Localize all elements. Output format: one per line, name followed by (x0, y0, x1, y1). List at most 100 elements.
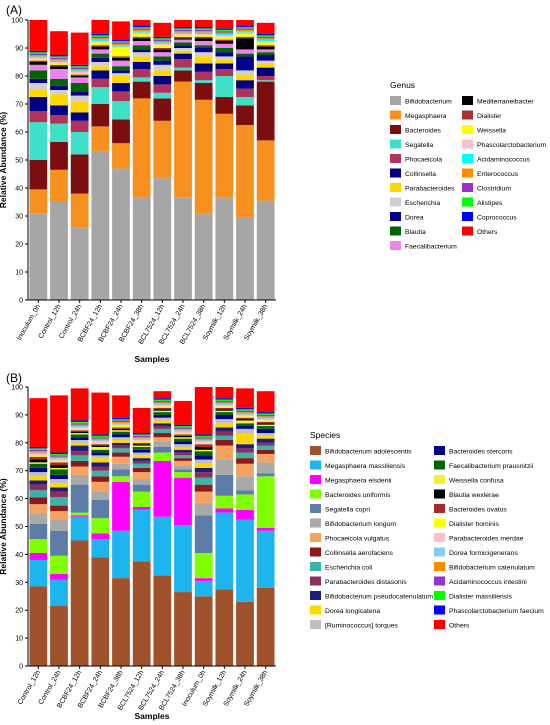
bar-segment-5-4 (132, 69, 151, 78)
bar-segment-9-3 (215, 495, 234, 509)
bar-segment-3-0 (91, 557, 110, 666)
bar-segment-10-20 (236, 413, 254, 415)
bar-segment-10-7 (236, 70, 254, 75)
bar-segment-10-3 (236, 494, 254, 510)
bar-segment-11-17 (256, 36, 275, 39)
legend-swatch-24 (434, 605, 445, 615)
legend-label-5: Collinsella (405, 171, 436, 178)
bar-segment-3-4 (91, 78, 110, 88)
bar-segment-5-4 (132, 484, 151, 492)
chart-a: 0 10 20 30 40 50 60 70 80 90 100 Relative Abundance… (0, 18, 546, 365)
bar-segment-10-10 (236, 49, 254, 54)
bar-segment-9-8 (215, 435, 234, 441)
legend-label-20: Others (477, 229, 498, 236)
bar-segment-9-16 (215, 409, 234, 411)
y-axis-title: Relative Abundance (%) (0, 112, 8, 209)
bar-segment-5-9 (132, 45, 151, 50)
bar-segment-8-1 (194, 99, 213, 214)
legend-swatch-18 (434, 518, 445, 528)
bar-segment-3-14 (91, 449, 110, 453)
bar-segment-10-18 (236, 416, 254, 418)
y-tick-label-10: 100 (11, 385, 23, 392)
bar-segment-0-8 (29, 490, 48, 498)
bar-segment-7-23 (174, 426, 192, 428)
bar-segment-4-18 (112, 41, 130, 43)
bar-segment-9-10 (215, 43, 234, 48)
bar-segment-11-1 (256, 530, 275, 588)
bar-segment-9-3 (215, 76, 234, 97)
bar-segment-4-10 (112, 442, 130, 446)
bar-segment-10-9 (236, 448, 254, 453)
bar-segment-11-16 (256, 423, 275, 425)
bar-segment-7-8 (174, 455, 192, 459)
bar-segment-2-22 (70, 423, 89, 425)
bar-segment-9-22 (215, 400, 234, 403)
bar-segment-8-14 (194, 451, 213, 456)
bar-segment-1-11 (50, 483, 68, 488)
bar-segment-4-14 (112, 46, 130, 48)
bar-segment-4-9 (112, 66, 130, 71)
y-tick-label-4: 40 (15, 552, 23, 559)
bar-segment-2-7 (70, 95, 89, 102)
y-tick-label-1: 10 (15, 636, 23, 643)
bar-segment-7-25 (174, 400, 192, 425)
bar-segment-3-2 (91, 533, 110, 540)
bar-segment-9-9 (215, 48, 234, 53)
bar-segment-11-24 (256, 412, 275, 414)
bar-segment-11-3 (256, 80, 275, 82)
panel-a-label: (A) (6, 3, 22, 17)
bar-segment-3-14 (91, 41, 110, 43)
bar-segment-8-18 (194, 28, 213, 30)
y-tick-label-6: 60 (15, 130, 23, 137)
bar-segment-8-13 (194, 35, 213, 37)
legend-label-8: Dorea (405, 215, 424, 222)
bar-segment-3-8 (91, 57, 110, 62)
bar-segment-9-14 (215, 412, 234, 415)
bar-segment-5-12 (132, 452, 151, 456)
bar-segment-8-25 (194, 387, 213, 435)
bar-segment-6-5 (153, 441, 172, 447)
bar-segment-3-7 (91, 62, 110, 67)
bar-segment-10-5 (236, 476, 254, 491)
bar-segment-6-18 (153, 406, 172, 408)
bar-segment-6-0 (153, 178, 172, 300)
legend-swatch-14 (462, 139, 473, 149)
bar-segment-5-17 (132, 442, 151, 445)
bar-segment-1-17 (50, 462, 68, 466)
bar-segment-0-0 (29, 213, 48, 300)
bar-segment-1-8 (50, 497, 68, 506)
bar-segment-10-22 (236, 410, 254, 413)
bar-segment-9-13 (215, 414, 234, 420)
bar-segment-6-6 (153, 70, 172, 76)
bar-segment-10-21 (236, 412, 254, 414)
bar-segment-0-1 (29, 559, 48, 587)
legend-swatch-5 (390, 168, 401, 178)
bar-segment-7-1 (174, 81, 192, 198)
bar-segment-10-4 (236, 88, 254, 97)
bar-segment-6-22 (153, 400, 172, 403)
bar-segment-10-19 (236, 25, 254, 27)
bar-segment-6-15 (153, 42, 172, 44)
legend-label-7: Escherichia (405, 200, 440, 207)
bar-segment-1-8 (50, 85, 68, 90)
bar-segment-7-14 (174, 34, 192, 36)
legend-swatch-18 (462, 197, 473, 207)
bar-segment-0-19 (29, 453, 48, 456)
bar-segment-4-19 (112, 424, 130, 427)
y-tick-label-7: 70 (15, 468, 23, 475)
legend-swatch-15 (434, 475, 445, 484)
bar-segment-2-17 (70, 430, 89, 432)
bar-segment-9-21 (215, 402, 234, 404)
bar-segment-8-23 (194, 435, 213, 438)
bar-segment-4-7 (112, 452, 130, 457)
bar-segment-11-7 (256, 60, 275, 64)
bar-segment-9-4 (215, 474, 234, 496)
bar-segment-1-18 (50, 460, 68, 463)
bar-segment-11-20 (256, 417, 275, 420)
bar-segment-3-1 (91, 539, 110, 558)
bar-segment-10-13 (236, 426, 254, 429)
bar-segment-0-10 (29, 64, 48, 71)
bar-segment-5-9 (132, 460, 151, 464)
bar-segment-11-18 (256, 420, 275, 422)
bar-segment-11-21 (256, 416, 275, 418)
